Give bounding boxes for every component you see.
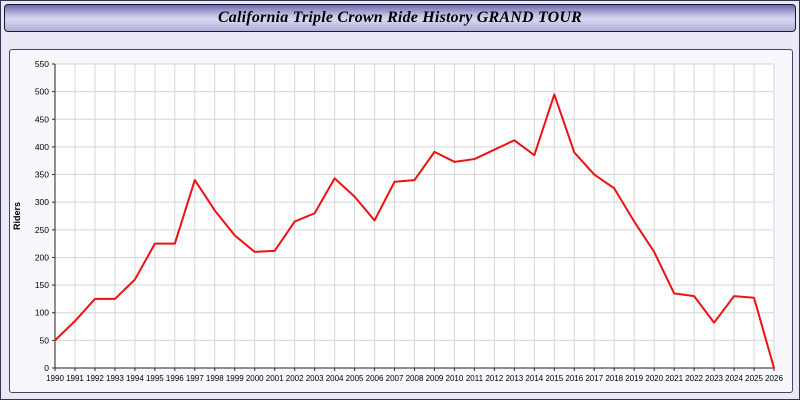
svg-text:200: 200: [35, 252, 49, 262]
ride-history-line-chart: 1990 1991 1992 1993 1994 1995 1996 1997 1998 1999…: [12, 59, 783, 383]
svg-text:1999: 1999: [226, 374, 244, 383]
svg-text:2007: 2007: [386, 374, 404, 383]
svg-text:450: 450: [35, 114, 49, 124]
svg-text:1998: 1998: [206, 374, 224, 383]
svg-text:1994: 1994: [126, 374, 144, 383]
svg-text:2016: 2016: [565, 374, 583, 383]
svg-text:300: 300: [35, 197, 49, 207]
svg-text:50: 50: [40, 335, 50, 345]
svg-text:2017: 2017: [585, 374, 603, 383]
svg-text:2025: 2025: [745, 374, 763, 383]
svg-text:2012: 2012: [485, 374, 503, 383]
svg-text:2023: 2023: [705, 374, 723, 383]
svg-text:2013: 2013: [505, 374, 523, 383]
svg-text:2020: 2020: [645, 374, 663, 383]
chart-title: California Triple Crown Ride History GRA…: [217, 9, 583, 26]
svg-text:150: 150: [35, 280, 49, 290]
svg-text:1995: 1995: [146, 374, 164, 383]
svg-text:100: 100: [35, 308, 49, 318]
svg-text:0: 0: [44, 363, 49, 373]
svg-text:2019: 2019: [625, 374, 643, 383]
svg-text:2011: 2011: [466, 374, 484, 383]
svg-text:2008: 2008: [406, 374, 424, 383]
svg-text:1997: 1997: [186, 374, 204, 383]
svg-text:2000: 2000: [246, 374, 264, 383]
svg-text:400: 400: [35, 142, 49, 152]
title-bar: California Triple Crown Ride History GRA…: [4, 4, 796, 32]
svg-text:2018: 2018: [605, 374, 623, 383]
svg-text:250: 250: [35, 225, 49, 235]
svg-text:2010: 2010: [446, 374, 464, 383]
svg-text:2002: 2002: [286, 374, 304, 383]
svg-text:Riders: Riders: [12, 202, 22, 230]
svg-text:2014: 2014: [525, 374, 543, 383]
svg-text:1990: 1990: [46, 374, 64, 383]
svg-text:2022: 2022: [685, 374, 703, 383]
svg-text:2009: 2009: [426, 374, 444, 383]
svg-text:2004: 2004: [326, 374, 344, 383]
svg-text:550: 550: [35, 59, 49, 69]
svg-text:500: 500: [35, 87, 49, 97]
svg-text:350: 350: [35, 170, 49, 180]
svg-text:2015: 2015: [545, 374, 563, 383]
chart-panel: 1990 1991 1992 1993 1994 1995 1996 1997 1998 1999…: [9, 49, 793, 393]
svg-text:2021: 2021: [665, 374, 683, 383]
svg-text:2006: 2006: [366, 374, 384, 383]
svg-text:2005: 2005: [346, 374, 364, 383]
svg-text:2001: 2001: [266, 374, 284, 383]
svg-text:2026: 2026: [765, 374, 783, 383]
svg-text:2003: 2003: [306, 374, 324, 383]
svg-text:1993: 1993: [106, 374, 124, 383]
svg-text:1991: 1991: [66, 374, 84, 383]
svg-text:1996: 1996: [166, 374, 184, 383]
svg-text:2024: 2024: [725, 374, 743, 383]
svg-text:1992: 1992: [86, 374, 104, 383]
